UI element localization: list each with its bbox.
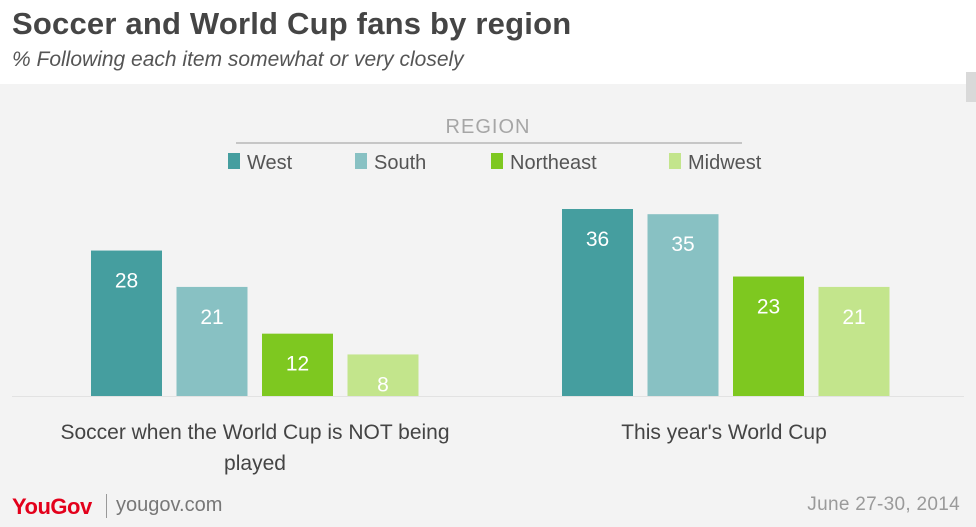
yougov-logo: YouGov <box>12 494 92 519</box>
bar-midwest-2 <box>818 286 890 396</box>
category-label-1: Soccer when the World Cup is NOT being pl… <box>60 421 449 475</box>
chart-title: Soccer and World Cup fans by region <box>12 6 572 41</box>
bar-midwest-1 <box>347 354 419 396</box>
legend-label-south: South <box>374 152 426 174</box>
data-label-northeast-1: 12 <box>286 353 309 376</box>
legend-swatch-midwest <box>669 153 681 169</box>
data-label-south-1: 21 <box>200 306 223 329</box>
data-label-midwest-2: 21 <box>842 306 865 329</box>
data-label-northeast-2: 23 <box>757 296 780 319</box>
legend-label-midwest: Midwest <box>688 152 762 174</box>
bar-west-1 <box>91 250 162 396</box>
data-label-midwest-1: 8 <box>377 373 389 396</box>
bar-northeast-2 <box>733 276 804 396</box>
legend-swatch-west <box>228 153 240 169</box>
data-label-south-2: 35 <box>671 233 694 256</box>
legend-title: REGION <box>446 116 531 138</box>
category-label-2: This year's World Cup <box>621 421 827 444</box>
footer-url[interactable]: yougov.com <box>116 494 223 516</box>
chart-subtitle: % Following each item somewhat or very c… <box>12 48 464 71</box>
legend-label-west: West <box>247 152 293 174</box>
legend-swatch-northeast <box>491 153 503 169</box>
legend-label-northeast: Northeast <box>510 152 597 174</box>
chart-header: Soccer and World Cup fans by region % Fo… <box>0 0 976 84</box>
data-label-west-1: 28 <box>115 270 138 293</box>
bar-northeast-1 <box>262 333 333 396</box>
footer-divider <box>106 494 107 518</box>
chart-area <box>0 84 976 527</box>
legend-swatch-south <box>355 153 367 169</box>
bar-west-2 <box>562 209 633 396</box>
survey-date: June 27-30, 2014 <box>807 494 960 515</box>
bar-south-2 <box>647 214 719 396</box>
edge-tab <box>966 72 976 102</box>
bar-south-1 <box>176 286 248 396</box>
data-label-west-2: 36 <box>586 228 609 251</box>
